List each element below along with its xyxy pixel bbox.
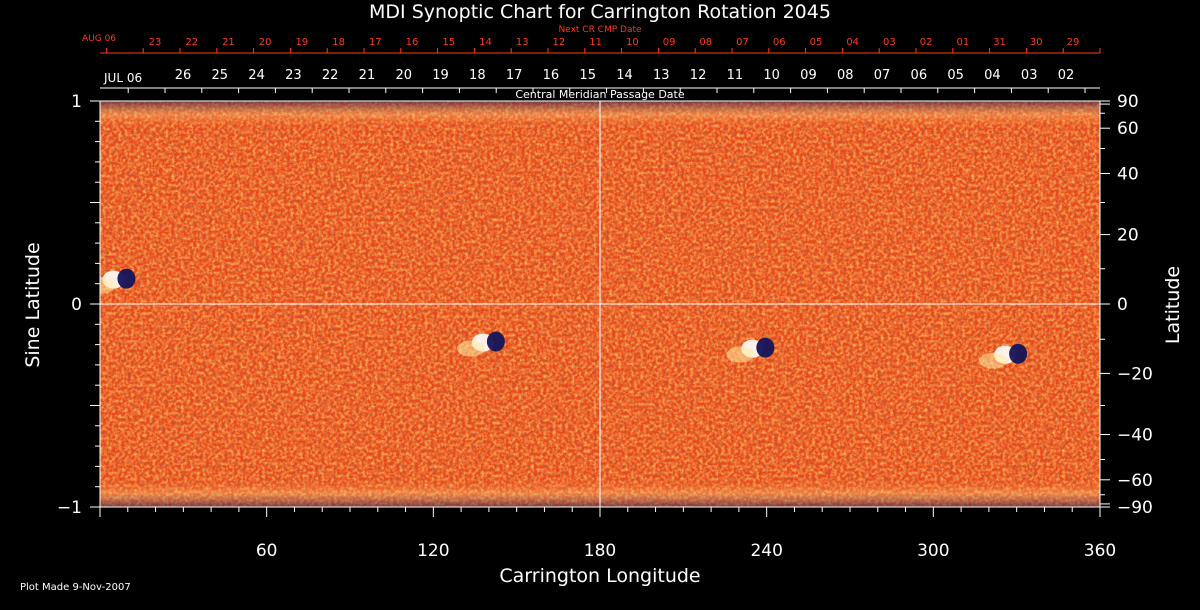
- next-cr-day-label: 10: [626, 37, 639, 48]
- cmp-day-label: 18: [469, 68, 486, 83]
- next-cr-day-label: 19: [296, 37, 309, 48]
- negative-polarity: [486, 331, 505, 352]
- next-cr-day-label: 01: [956, 37, 969, 48]
- cmp-day-label: 16: [543, 68, 560, 83]
- next-cr-day-label: 14: [479, 37, 492, 48]
- x-axis: 60 120 180 240 300 360: [99, 507, 1116, 561]
- next-cr-day-label: 30: [1030, 37, 1043, 48]
- center-crosshair: [100, 101, 1100, 507]
- cmp-day-label: 14: [616, 68, 633, 83]
- cmp-day-label: 22: [322, 68, 339, 83]
- next-cr-day-label: 16: [406, 37, 419, 48]
- active-region: [979, 343, 1028, 369]
- x-tick-label: 60: [256, 541, 278, 561]
- next-cr-day-label: 13: [516, 37, 529, 48]
- next-cr-day-label: 18: [332, 37, 345, 48]
- active-region: [726, 337, 775, 363]
- cmp-day-label: 11: [727, 68, 744, 83]
- next-cr-day-label: 06: [773, 37, 786, 48]
- next-cr-day-label: 11: [589, 37, 602, 48]
- next-cr-day-label: 17: [369, 37, 382, 48]
- next-cr-day-label: 21: [222, 37, 235, 48]
- y-tick-label-left: −1: [57, 498, 82, 518]
- next-cr-title: Next CR CMP Date: [558, 25, 642, 35]
- next-cr-day-label: 20: [259, 37, 272, 48]
- next-cr-day-label: 05: [810, 37, 823, 48]
- next-cr-day-label: 09: [663, 37, 676, 48]
- y-tick-label-right: 90: [1117, 92, 1139, 112]
- negative-polarity: [1009, 343, 1028, 364]
- active-region: [100, 268, 136, 294]
- cmp-day-label: 02: [1058, 68, 1075, 83]
- plot-made-footnote: Plot Made 9-Nov-2007: [20, 582, 131, 593]
- cmp-day-label: 10: [763, 68, 780, 83]
- x-tick-label: 120: [417, 541, 449, 561]
- next-cr-day-label: 23: [149, 37, 162, 48]
- plage: [100, 277, 116, 294]
- cmp-day-label: 07: [874, 68, 891, 83]
- y-axis-label-left: Sine Latitude: [22, 242, 44, 367]
- cmp-day-label: 06: [911, 68, 928, 83]
- y-tick-label-left: 0: [71, 295, 82, 315]
- next-cr-day-label: 04: [846, 37, 859, 48]
- cmp-day-label: 12: [690, 68, 707, 83]
- next-cr-day-label: 03: [883, 37, 896, 48]
- cmp-day-label: 26: [175, 68, 192, 83]
- cmp-day-label: 15: [579, 68, 596, 83]
- cmp-day-label: 03: [1021, 68, 1038, 83]
- cmp-day-label: 05: [947, 68, 964, 83]
- y-tick-label-left: 1: [71, 92, 82, 112]
- cmp-day-label: 09: [800, 68, 817, 83]
- date-axes: 23 22 21 20 19 18 17 16 15 14 13 12 11 10 09 08 07 06 05 04…: [100, 37, 1101, 93]
- cmp-day-label: 23: [285, 68, 302, 83]
- next-cr-day-label: 29: [1067, 37, 1080, 48]
- y-tick-label-right: 0: [1117, 295, 1128, 315]
- y-tick-label-right: 20: [1117, 226, 1139, 246]
- y-tick-label-right: −40: [1117, 425, 1153, 445]
- x-tick-label: 240: [750, 541, 782, 561]
- cmp-day-label: 04: [984, 68, 1001, 83]
- plage: [979, 352, 1008, 369]
- cmp-day-label: 08: [837, 68, 854, 83]
- next-cr-day-label: 22: [185, 37, 198, 48]
- next-cr-day-label: 15: [442, 37, 455, 48]
- x-tick-label: 180: [584, 541, 616, 561]
- cmp-day-label: 13: [653, 68, 670, 83]
- plage: [726, 346, 755, 363]
- active-region: [456, 331, 505, 357]
- cmp-day-label: 21: [359, 68, 376, 83]
- x-tick-label: 360: [1084, 541, 1116, 561]
- cmp-day-label: 20: [395, 68, 412, 83]
- x-tick-label: 300: [917, 541, 949, 561]
- negative-polarity: [117, 268, 136, 289]
- x-axis-label: Carrington Longitude: [499, 565, 700, 587]
- plage: [456, 340, 485, 357]
- y-tick-label-right: −90: [1117, 498, 1153, 518]
- next-cr-day-label: 31: [993, 37, 1006, 48]
- y-tick-label-right: 60: [1117, 119, 1139, 139]
- y-axis-left: 1 0 −1: [57, 92, 100, 518]
- next-cr-day-label: 12: [553, 37, 566, 48]
- active-regions: [100, 268, 1028, 369]
- next-cr-day-label: 07: [736, 37, 749, 48]
- cmp-day-label: 17: [506, 68, 523, 83]
- next-cr-start-label: AUG 06: [82, 34, 116, 44]
- y-axis-right: 90 60 40 20 0 −20 −40 −60 −90: [1100, 92, 1153, 518]
- next-cr-day-label: 02: [920, 37, 933, 48]
- y-tick-label-right: −20: [1117, 364, 1153, 384]
- negative-polarity: [756, 337, 775, 358]
- chart-title: MDI Synoptic Chart for Carrington Rotati…: [369, 1, 831, 23]
- cmp-day-label: 24: [248, 68, 265, 83]
- cmp-day-label: 19: [432, 68, 449, 83]
- y-tick-label-right: −60: [1117, 471, 1153, 491]
- cmp-start-label: JUL 06: [103, 71, 142, 85]
- cmp-day-label: 25: [212, 68, 229, 83]
- next-cr-day-label: 08: [699, 37, 712, 48]
- y-axis-label-right: Latitude: [1162, 266, 1184, 344]
- cmp-axis-title: Central Meridian Passage Date: [515, 88, 684, 101]
- y-tick-label-right: 40: [1117, 165, 1139, 185]
